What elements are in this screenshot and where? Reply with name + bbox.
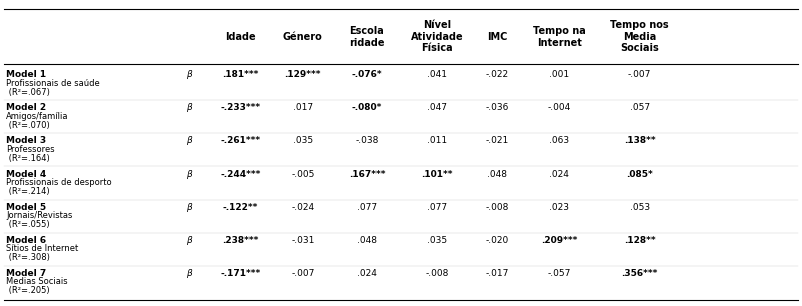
Text: (R²=.205): (R²=.205) (6, 286, 50, 295)
Text: Model 6: Model 6 (6, 236, 47, 244)
Text: .024: .024 (357, 269, 377, 278)
Text: .077: .077 (357, 203, 377, 211)
Text: -.024: -.024 (291, 203, 314, 211)
Text: (R²=.164): (R²=.164) (6, 154, 51, 162)
Text: Sítios de Internet: Sítios de Internet (6, 244, 79, 253)
Text: .209***: .209*** (541, 236, 577, 244)
Text: β: β (185, 136, 192, 145)
Text: .041: .041 (427, 70, 447, 79)
Text: β: β (185, 236, 192, 244)
Text: IMC: IMC (487, 32, 508, 42)
Text: .024: .024 (549, 170, 569, 178)
Text: Model 4: Model 4 (6, 170, 47, 178)
Text: (R²=.308): (R²=.308) (6, 253, 51, 262)
Text: β: β (185, 269, 192, 278)
Text: .077: .077 (427, 203, 448, 211)
Text: Tempo nos
Media
Sociais: Tempo nos Media Sociais (610, 20, 669, 53)
Text: -.007: -.007 (291, 269, 314, 278)
Text: .057: .057 (630, 103, 650, 112)
Text: .048: .048 (357, 236, 377, 244)
Text: -.007: -.007 (628, 70, 651, 79)
Text: -.036: -.036 (485, 103, 509, 112)
Text: -.122**: -.122** (223, 203, 258, 211)
Text: β: β (185, 103, 192, 112)
Text: .129***: .129*** (285, 70, 321, 79)
Text: .047: .047 (427, 103, 447, 112)
Text: -.021: -.021 (486, 136, 508, 145)
Text: Escola
ridade: Escola ridade (349, 26, 385, 47)
Text: Nível
Atividade
Física: Nível Atividade Física (411, 20, 464, 53)
Text: Jornais/Revistas: Jornais/Revistas (6, 211, 73, 220)
Text: Medias Sociais: Medias Sociais (6, 277, 68, 286)
Text: .011: .011 (427, 136, 448, 145)
Text: .035: .035 (427, 236, 448, 244)
Text: .053: .053 (630, 203, 650, 211)
Text: β: β (185, 203, 192, 211)
Text: Model 1: Model 1 (6, 70, 47, 79)
Text: .035: .035 (293, 136, 313, 145)
Text: .085*: .085* (626, 170, 653, 178)
Text: -.017: -.017 (485, 269, 509, 278)
Text: Género: Género (283, 32, 322, 42)
Text: -.005: -.005 (291, 170, 314, 178)
Text: Profissionais de desporto: Profissionais de desporto (6, 178, 112, 187)
Text: Profissionais de saúde: Profissionais de saúde (6, 79, 100, 88)
Text: -.031: -.031 (291, 236, 314, 244)
Text: -.057: -.057 (548, 269, 571, 278)
Text: Professores: Professores (6, 145, 55, 154)
Text: (R²=.067): (R²=.067) (6, 88, 51, 96)
Text: -.022: -.022 (486, 70, 508, 79)
Text: .356***: .356*** (622, 269, 658, 278)
Text: .048: .048 (488, 170, 507, 178)
Text: -.261***: -.261*** (221, 136, 261, 145)
Text: .167***: .167*** (349, 170, 385, 178)
Text: .101**: .101** (421, 170, 453, 178)
Text: -.038: -.038 (355, 136, 379, 145)
Text: -.080*: -.080* (352, 103, 382, 112)
Text: (R²=.214): (R²=.214) (6, 187, 50, 196)
Text: .063: .063 (549, 136, 569, 145)
Text: Model 5: Model 5 (6, 203, 47, 211)
Text: -.233***: -.233*** (221, 103, 261, 112)
Text: β: β (185, 70, 192, 79)
Text: Amigos/família: Amigos/família (6, 112, 69, 121)
Text: .017: .017 (293, 103, 313, 112)
Text: β: β (185, 170, 192, 178)
Text: .181***: .181*** (222, 70, 259, 79)
Text: Model 3: Model 3 (6, 136, 47, 145)
Text: Model 2: Model 2 (6, 103, 47, 112)
Text: -.020: -.020 (486, 236, 508, 244)
Text: Idade: Idade (225, 32, 256, 42)
Text: (R²=.070): (R²=.070) (6, 121, 51, 129)
Text: -.076*: -.076* (351, 70, 383, 79)
Text: -.171***: -.171*** (221, 269, 261, 278)
Text: -.244***: -.244*** (221, 170, 261, 178)
Text: Tempo na
Internet: Tempo na Internet (533, 26, 585, 47)
Text: .138**: .138** (624, 136, 655, 145)
Text: -.008: -.008 (485, 203, 509, 211)
Text: .128**: .128** (624, 236, 655, 244)
Text: (R²=.055): (R²=.055) (6, 220, 50, 229)
Text: Model 7: Model 7 (6, 269, 47, 278)
Text: .238***: .238*** (222, 236, 259, 244)
Text: -.004: -.004 (548, 103, 571, 112)
Text: .001: .001 (549, 70, 569, 79)
Text: .023: .023 (549, 203, 569, 211)
Text: -.008: -.008 (425, 269, 449, 278)
